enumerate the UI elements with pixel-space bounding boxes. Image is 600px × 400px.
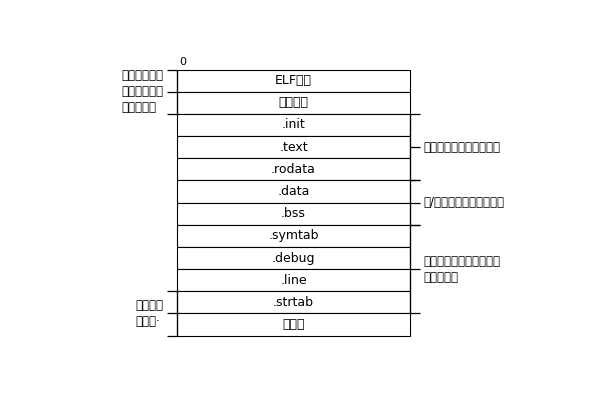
Bar xyxy=(178,247,410,269)
Text: .debug: .debug xyxy=(272,252,316,264)
Text: 不加载到存储器的符号表
和调试信息: 不加载到存储器的符号表 和调试信息 xyxy=(424,255,501,284)
Bar xyxy=(178,70,410,92)
Bar xyxy=(178,136,410,158)
Text: 节头表: 节头表 xyxy=(282,318,305,331)
Text: .strtab: .strtab xyxy=(273,296,314,309)
Text: 0: 0 xyxy=(179,57,187,67)
Text: .rodata: .rodata xyxy=(271,163,316,176)
Bar xyxy=(178,225,410,247)
Text: 将连续的文件
节映射到运行
时存储器段: 将连续的文件 节映射到运行 时存储器段 xyxy=(121,69,163,114)
Text: 描述目标
文件节·: 描述目标 文件节· xyxy=(136,299,163,328)
Bar xyxy=(178,314,410,336)
Text: 段头部表: 段头部表 xyxy=(278,96,308,109)
Text: .text: .text xyxy=(279,141,308,154)
Text: .data: .data xyxy=(277,185,310,198)
Text: ELF头部: ELF头部 xyxy=(275,74,312,87)
Bar xyxy=(178,180,410,203)
Bar xyxy=(178,158,410,180)
Bar xyxy=(178,92,410,114)
Text: 读/写存储器段（数据段）: 读/写存储器段（数据段） xyxy=(424,196,505,209)
Bar xyxy=(178,291,410,314)
Bar xyxy=(178,269,410,291)
Bar xyxy=(178,203,410,225)
Text: .bss: .bss xyxy=(281,207,306,220)
Text: .line: .line xyxy=(280,274,307,287)
Text: .symtab: .symtab xyxy=(268,229,319,242)
Bar xyxy=(178,114,410,136)
Text: 只读存储器段（代码段）: 只读存储器段（代码段） xyxy=(424,141,501,154)
Text: .init: .init xyxy=(281,118,305,132)
